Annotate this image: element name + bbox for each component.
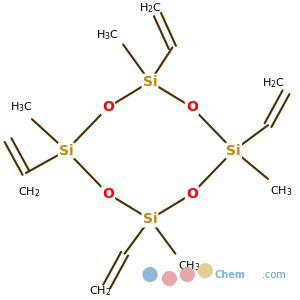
Text: $\mathregular{H_2C}$: $\mathregular{H_2C}$ xyxy=(139,2,161,16)
Text: Si: Si xyxy=(59,144,74,158)
Text: Si: Si xyxy=(143,75,157,89)
Text: O: O xyxy=(102,187,114,201)
Text: $\mathregular{H_2C}$: $\mathregular{H_2C}$ xyxy=(262,76,285,90)
Text: O: O xyxy=(186,100,198,114)
Text: $\mathregular{CH_3}$: $\mathregular{CH_3}$ xyxy=(270,184,292,198)
Circle shape xyxy=(198,264,212,278)
Circle shape xyxy=(143,268,157,281)
Text: $\mathregular{CH_3}$: $\mathregular{CH_3}$ xyxy=(178,259,201,272)
Text: $\mathregular{H_3C}$: $\mathregular{H_3C}$ xyxy=(96,28,119,42)
Circle shape xyxy=(181,268,194,281)
Text: $\mathregular{CH_2}$: $\mathregular{CH_2}$ xyxy=(89,284,111,298)
Text: Si: Si xyxy=(143,212,157,226)
Text: $\mathregular{CH_2}$: $\mathregular{CH_2}$ xyxy=(19,185,41,199)
Text: $\mathregular{H_3C}$: $\mathregular{H_3C}$ xyxy=(10,100,32,114)
Text: O: O xyxy=(186,187,198,201)
Text: .com: .com xyxy=(262,271,286,281)
Circle shape xyxy=(163,272,176,285)
Text: Chem: Chem xyxy=(214,271,245,281)
Text: O: O xyxy=(102,100,114,114)
Text: Si: Si xyxy=(226,144,241,158)
